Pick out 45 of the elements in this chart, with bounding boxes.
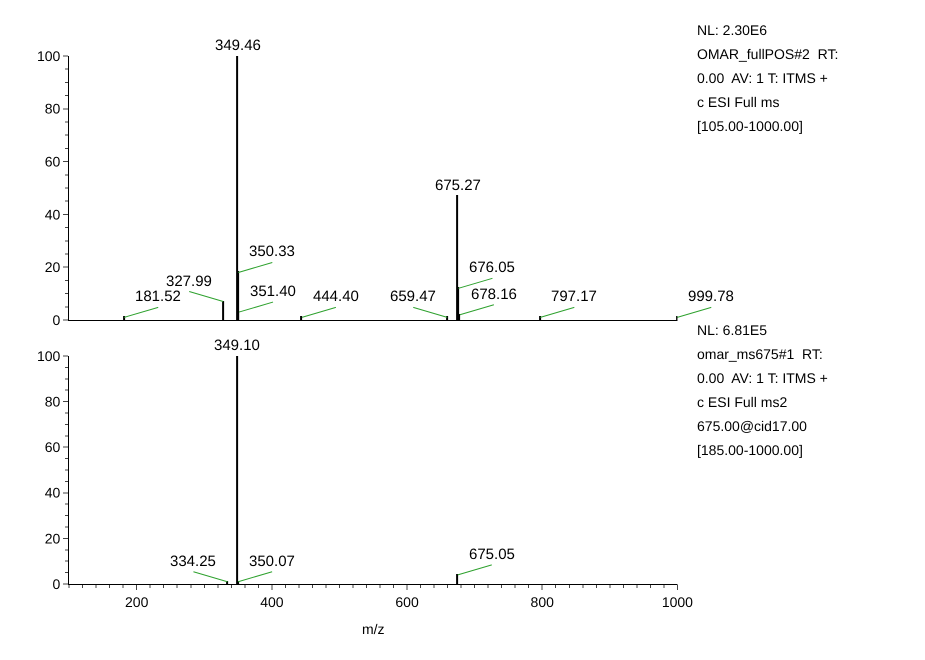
annotation: 351.40 bbox=[250, 283, 296, 300]
annotation: 181.52 bbox=[135, 288, 181, 305]
text: [105.00-1000.00] bbox=[697, 118, 803, 134]
annotation: 350.07 bbox=[249, 553, 295, 570]
annotation: 349.46 bbox=[215, 37, 261, 54]
text: NL: 2.30E6 bbox=[697, 22, 768, 38]
annotation: 327.99 bbox=[166, 273, 212, 290]
annotation: 444.40 bbox=[313, 288, 359, 305]
annotation: 678.16 bbox=[471, 286, 517, 303]
y-tick-label: 80 bbox=[44, 100, 61, 117]
y-tick-label: 40 bbox=[44, 484, 61, 501]
y-tick-label: 40 bbox=[44, 206, 61, 222]
y-tick-label: 20 bbox=[44, 259, 61, 276]
x-axis-title: m/z bbox=[362, 621, 385, 638]
annotation: 349.10 bbox=[214, 337, 260, 354]
text: 0.00 AV: 1 T: ITMS + bbox=[697, 70, 828, 86]
text: [185.00-1000.00] bbox=[697, 442, 803, 458]
annotation: 675.05 bbox=[469, 546, 515, 563]
text: c ESI Full ms bbox=[697, 94, 780, 110]
text: OMAR_fullPOS#2 RT: bbox=[697, 46, 838, 62]
y-tick-label: 60 bbox=[44, 154, 61, 170]
x-tick-label: 600 bbox=[395, 594, 419, 610]
y-tick-label: 0 bbox=[52, 576, 61, 592]
text: 0.00 AV: 1 T: ITMS + bbox=[697, 370, 828, 386]
y-tick-label: 80 bbox=[44, 394, 61, 410]
annotation: 659.47 bbox=[390, 288, 436, 305]
annotation: 675.27 bbox=[435, 177, 481, 194]
y-tick-label: 20 bbox=[44, 530, 61, 546]
annotation: 350.33 bbox=[249, 243, 295, 260]
text: NL: 6.81E5 bbox=[697, 322, 768, 338]
y-tick-label: 100 bbox=[36, 348, 61, 364]
annotation: 797.17 bbox=[551, 288, 597, 305]
annotation: 676.05 bbox=[469, 259, 515, 276]
text: c ESI Full ms2 bbox=[697, 394, 788, 410]
y-tick-label: 100 bbox=[36, 48, 61, 64]
text: omar_ms675#1 RT: bbox=[697, 346, 823, 362]
x-tick-label: 400 bbox=[260, 594, 284, 610]
x-tick-label: 200 bbox=[125, 594, 149, 610]
y-tick-label: 60 bbox=[44, 439, 61, 456]
y-tick-label: 0 bbox=[52, 312, 61, 328]
text: 675.00@cid17.00 bbox=[697, 418, 808, 434]
x-tick-label: 1000 bbox=[662, 594, 694, 610]
x-tick-label: 800 bbox=[530, 594, 554, 610]
annotation: 334.25 bbox=[170, 553, 216, 570]
annotation: 999.78 bbox=[688, 288, 734, 305]
